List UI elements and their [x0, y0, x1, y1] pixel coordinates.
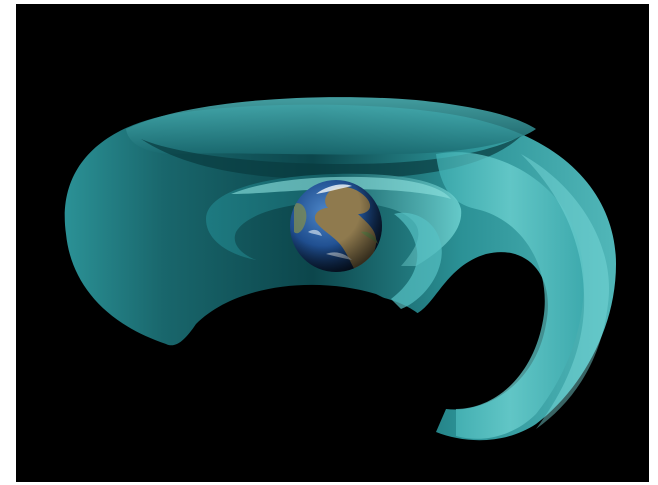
inner-belt-body	[206, 173, 462, 266]
inner-belt-right-slab	[391, 212, 442, 309]
outer-belt-inner-shadow	[141, 136, 521, 180]
outer-belt-right-wall	[436, 152, 584, 439]
outer-belt-top-rim	[126, 97, 536, 155]
belt-lower-cavity	[191, 292, 451, 419]
space-scene	[16, 4, 649, 482]
outer-belt-right-band	[521, 154, 610, 429]
radiation-belts-illustration	[64, 97, 617, 441]
earth-globe	[290, 180, 382, 272]
